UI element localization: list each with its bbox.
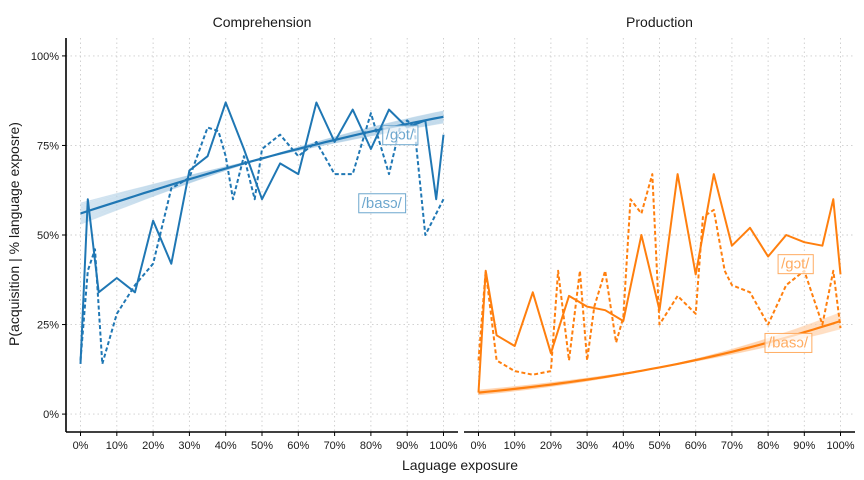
series-line-baso bbox=[477, 173, 842, 376]
fit-sample-line bbox=[478, 319, 841, 394]
fit-sample-line bbox=[478, 316, 841, 395]
x-tick-label: 60% bbox=[287, 440, 309, 452]
panels-layer: Comprehension 0% 25% 50% 75% 100% 0% 10% 20% 30% 4… bbox=[31, 14, 855, 452]
x-axis-title: Laguage exposure bbox=[402, 457, 518, 473]
panel-production: Production 0% 10% 20% 30% 40% 50% 60% 70% 80% 90% 1… bbox=[464, 14, 855, 452]
series-label-text: /basɔ/ bbox=[362, 195, 403, 212]
series-label-text: /gɔt/ bbox=[781, 256, 810, 273]
y-tick-label: 25% bbox=[37, 320, 59, 332]
x-tick-label: 30% bbox=[178, 440, 200, 452]
panel-comprehension: Comprehension 0% 25% 50% 75% 100% 0% 10% 20% 30% 4… bbox=[31, 14, 458, 452]
y-axis-title: P(acquisition | % language exposre) bbox=[6, 122, 22, 346]
series-line-got bbox=[477, 173, 842, 393]
series-label-box bbox=[358, 193, 407, 214]
fit-sample-line bbox=[478, 317, 841, 394]
x-tick-label: 0% bbox=[471, 440, 487, 452]
fit-sample-line bbox=[478, 315, 841, 395]
x-tick-label: 20% bbox=[142, 440, 164, 452]
series-label-got: /gɔt/ bbox=[382, 125, 419, 146]
series-label-box bbox=[764, 332, 813, 353]
fit-sample-line bbox=[478, 318, 841, 394]
y-tick-label: 100% bbox=[31, 51, 59, 63]
series-label-got: /gɔt/ bbox=[777, 254, 814, 275]
x-tick-label: 40% bbox=[612, 440, 634, 452]
x-tick-label: 100% bbox=[826, 440, 854, 452]
x-tick-label: 70% bbox=[324, 440, 346, 452]
panel-title: Comprehension bbox=[213, 14, 312, 30]
series-label-text: /gɔt/ bbox=[386, 127, 415, 144]
x-tick-label: 30% bbox=[576, 440, 598, 452]
x-tick-label: 50% bbox=[251, 440, 273, 452]
series-label-baso: /basɔ/ bbox=[764, 332, 813, 353]
series-label-box bbox=[777, 254, 814, 275]
x-tick-label: 80% bbox=[757, 440, 779, 452]
x-tick-label: 50% bbox=[648, 440, 670, 452]
x-tick-label: 100% bbox=[429, 440, 457, 452]
panel-title: Production bbox=[626, 14, 693, 30]
x-tick-label: 10% bbox=[106, 440, 128, 452]
x-tick-label: 0% bbox=[73, 440, 89, 452]
series-label-box bbox=[382, 125, 419, 146]
series-label-text: /basɔ/ bbox=[768, 334, 809, 351]
x-tick-label: 20% bbox=[540, 440, 562, 452]
x-tick-label: 40% bbox=[215, 440, 237, 452]
y-tick-label: 50% bbox=[37, 230, 59, 242]
y-tick-label: 75% bbox=[37, 140, 59, 152]
x-tick-label: 10% bbox=[504, 440, 526, 452]
y-tick-label: 0% bbox=[43, 409, 59, 421]
x-tick-label: 90% bbox=[793, 440, 815, 452]
x-tick-label: 90% bbox=[396, 440, 418, 452]
x-tick-label: 60% bbox=[685, 440, 707, 452]
series-label-baso: /basɔ/ bbox=[358, 193, 407, 214]
x-tick-label: 70% bbox=[721, 440, 743, 452]
series-line-got bbox=[79, 101, 445, 364]
x-tick-label: 80% bbox=[360, 440, 382, 452]
fit-sample-line bbox=[478, 317, 841, 394]
